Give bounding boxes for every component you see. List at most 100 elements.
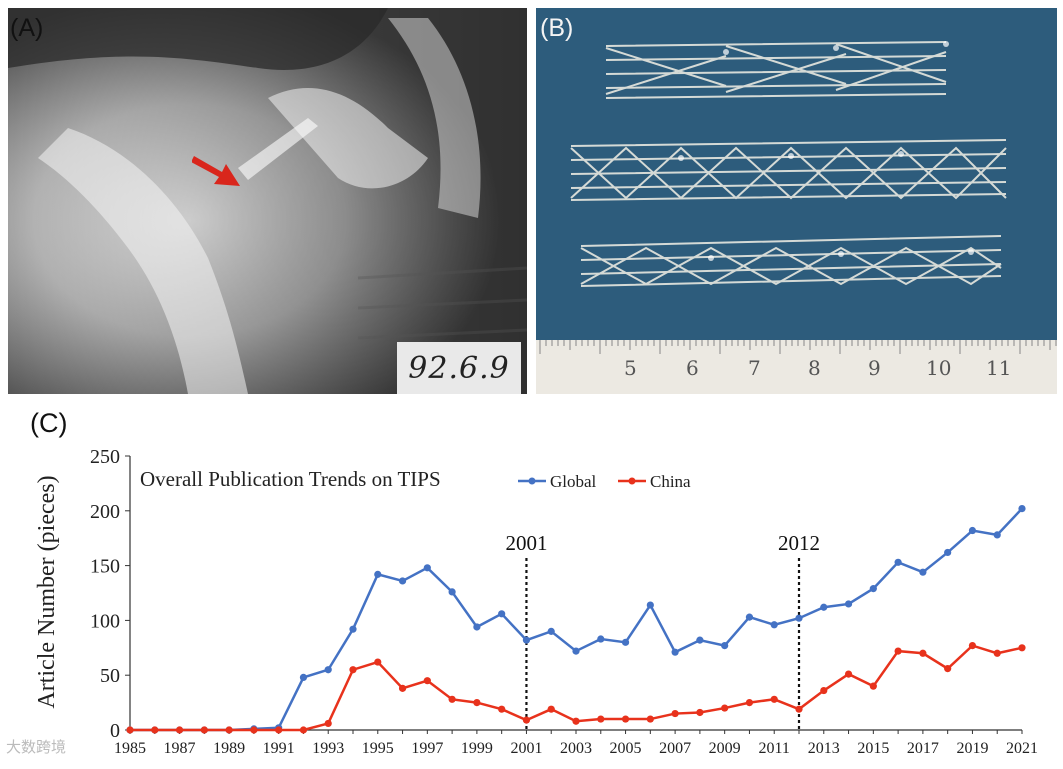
data-point-global — [324, 666, 332, 674]
panel-label-c: (C) — [30, 408, 68, 438]
data-point-china — [175, 726, 184, 734]
data-point-china — [894, 647, 902, 655]
y-tick-label: 50 — [100, 665, 120, 687]
ruler-number: 9 — [868, 356, 881, 380]
x-tick-label: 1985 — [114, 740, 146, 757]
y-tick-label: 200 — [90, 501, 120, 523]
series-line-global — [130, 507, 1023, 732]
data-point-china — [374, 658, 382, 666]
y-tick-label: 150 — [90, 556, 120, 578]
data-point-global — [473, 623, 481, 631]
x-tick-label: 2015 — [857, 740, 889, 757]
data-point-global — [1018, 505, 1026, 513]
data-point-china — [770, 695, 778, 703]
data-point-china — [349, 666, 357, 674]
x-tick-label: 1995 — [362, 740, 394, 757]
data-point-china — [597, 715, 605, 723]
series-line-china — [130, 644, 1023, 732]
x-tick-label: 2019 — [956, 740, 988, 757]
x-tick-label: 1991 — [263, 740, 295, 757]
data-point-china — [696, 708, 704, 717]
data-point-global — [547, 627, 555, 635]
data-point-china — [795, 705, 803, 713]
data-point-china — [944, 665, 952, 673]
data-point-china — [200, 726, 208, 734]
data-point-global — [448, 588, 456, 596]
ruler-number: 7 — [748, 356, 761, 380]
data-point-china — [275, 726, 283, 734]
data-point-global — [299, 673, 308, 681]
legend-label-china: China — [650, 472, 691, 491]
data-point-china — [745, 699, 754, 707]
chart-legend: Global China — [518, 472, 691, 491]
x-tick-label: 2021 — [1006, 740, 1038, 757]
ruler-number: 10 — [926, 356, 952, 380]
data-point-china — [423, 677, 431, 685]
x-tick-label: 2017 — [907, 740, 939, 757]
data-point-global — [522, 636, 531, 644]
chart-series — [126, 505, 1026, 734]
date-stamp: 92.6.9 — [397, 342, 521, 394]
data-point-global — [671, 648, 679, 656]
x-tick-label: 1987 — [164, 740, 196, 757]
stents-image-panel: 5 6 7 8 9 10 11 (B) — [536, 8, 1057, 394]
data-point-global — [968, 526, 977, 535]
data-point-china — [844, 670, 853, 678]
publication-trends-chart: 0 50 100 150 200 250 1985 1987 1989 1991 1993 1995 1… — [34, 446, 1038, 757]
y-tick-label: 0 — [110, 720, 120, 742]
x-tick-label: 1993 — [312, 740, 344, 757]
data-point-china — [993, 649, 1001, 657]
data-point-china — [299, 726, 308, 734]
data-point-china — [968, 642, 977, 650]
data-point-china — [1018, 644, 1026, 652]
data-point-global — [869, 585, 877, 593]
data-point-china — [473, 699, 481, 707]
chart-axes: 0 50 100 150 200 250 1985 1987 1989 1991 1993 1995 1… — [90, 446, 1038, 757]
ruler: 5 6 7 8 9 10 11 — [536, 340, 1057, 394]
data-point-global — [349, 625, 357, 633]
data-point-global — [597, 635, 605, 643]
data-point-china — [324, 719, 332, 728]
legend-label-global: Global — [550, 472, 597, 491]
x-tick-label: 2001 — [510, 740, 542, 757]
y-axis-label: Article Number (pieces) — [34, 475, 60, 708]
data-point-global — [572, 647, 580, 655]
watermark: 大数跨境 — [6, 738, 67, 756]
x-tick-label: 2009 — [709, 740, 741, 757]
x-tick-label: 1999 — [461, 740, 493, 757]
data-point-global — [844, 600, 853, 608]
data-point-china — [522, 716, 531, 724]
x-tick-label: 2013 — [808, 740, 840, 757]
stents-image — [536, 8, 1057, 394]
data-point-global — [770, 621, 778, 629]
data-point-global — [944, 548, 952, 557]
ruler-number: 5 — [624, 356, 637, 380]
data-point-china — [646, 715, 654, 723]
data-point-china — [498, 705, 506, 713]
x-tick-label: 2007 — [659, 740, 691, 757]
chart-annotations: 2001 2012 — [505, 531, 820, 730]
xray-image — [8, 8, 527, 394]
data-point-global — [919, 568, 927, 576]
y-tick-label: 250 — [90, 446, 120, 468]
data-point-global — [696, 636, 704, 644]
data-point-china — [126, 726, 134, 734]
ruler-number: 6 — [686, 356, 699, 380]
data-point-china — [547, 705, 555, 713]
data-point-china — [621, 715, 630, 723]
data-point-china — [869, 682, 877, 690]
panel-label-b: (B) — [540, 14, 574, 42]
data-point-global — [795, 614, 803, 622]
data-point-china — [398, 684, 407, 692]
x-tick-label: 2011 — [759, 740, 790, 757]
ruler-number: 8 — [808, 356, 821, 380]
data-point-china — [721, 704, 729, 712]
chart-title: Overall Publication Trends on TIPS — [140, 467, 441, 491]
annotation-label: 2012 — [778, 531, 820, 555]
annotation-label: 2001 — [505, 531, 547, 555]
x-tick-label: 2005 — [610, 740, 642, 757]
data-point-global — [646, 601, 654, 609]
data-point-global — [894, 558, 902, 566]
x-tick-label: 1997 — [411, 740, 443, 757]
data-point-global — [498, 610, 506, 618]
